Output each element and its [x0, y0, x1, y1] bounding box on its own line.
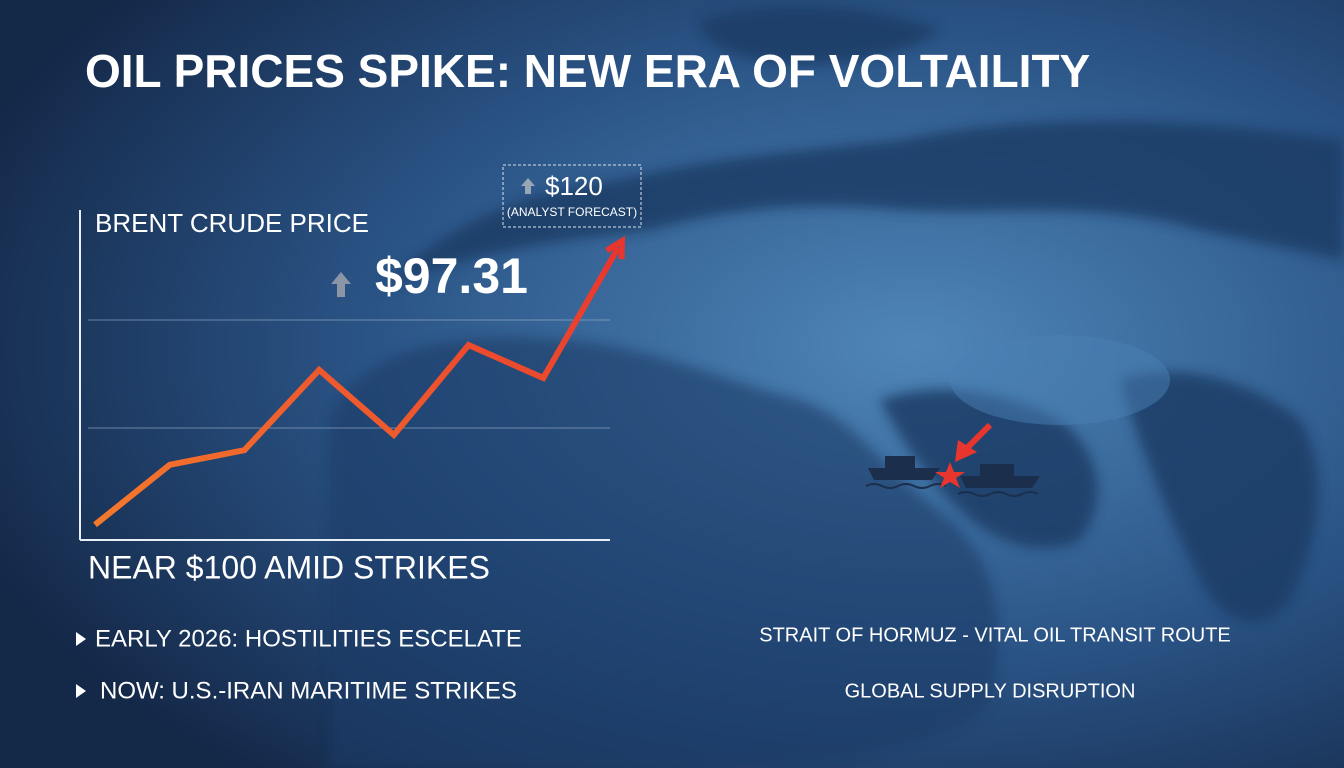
bullet-icon	[76, 684, 86, 698]
title: OIL PRICES SPIKE: NEW ERA OF VOLTAILITY	[85, 45, 1090, 97]
forecast: $120	[545, 171, 603, 201]
bullet: EARLY 2026: HOSTILITIES ESCELATE	[95, 625, 522, 652]
strike-arrow	[962, 422, 993, 453]
map-label: GLOBAL SUPPLY DISRUPTION	[845, 680, 1136, 702]
wave-icon	[865, 483, 1039, 497]
up-icon	[331, 272, 351, 297]
bullet-icon	[76, 632, 86, 646]
line-arrowhead	[605, 235, 626, 260]
forecast-up-icon	[521, 178, 535, 194]
ship-icon	[868, 456, 1040, 488]
price: $97.31	[375, 248, 528, 304]
forecast-note: (ANALYST FORECAST)	[507, 205, 637, 219]
bullet: NOW: U.S.-IRAN MARITIME STRIKES	[100, 677, 517, 704]
price-line	[93, 246, 621, 528]
map-label: STRAIT OF HORMUZ - VITAL OIL TRANSIT ROU…	[759, 624, 1231, 646]
subtitle: NEAR $100 AMID STRIKES	[88, 549, 490, 585]
y-label: BRENT CRUDE PRICE	[95, 208, 369, 238]
strike-icon	[935, 462, 965, 488]
strike-arrowhead	[955, 440, 977, 462]
map-sea	[950, 335, 1170, 425]
